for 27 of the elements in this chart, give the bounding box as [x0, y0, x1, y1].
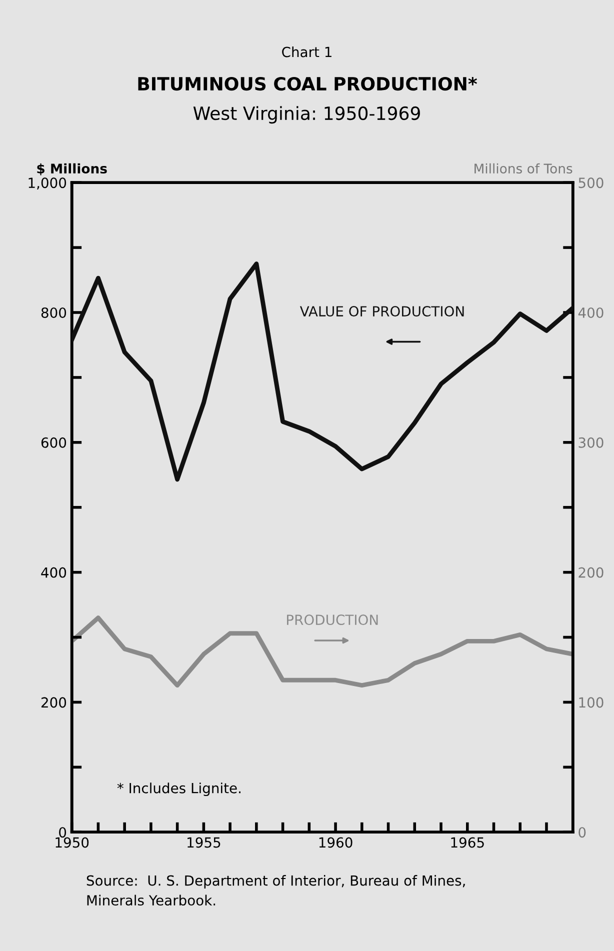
y-tick-label: 800	[41, 307, 66, 318]
chart-title: BITUMINOUS COAL PRODUCTION*	[138, 76, 478, 91]
source-note: Source: U. S. Department of Interior, Bureau of Mines, Minerals Yearbook.	[86, 875, 465, 906]
y2-tick-label: 0	[578, 827, 586, 838]
y-tick-label: 400	[41, 567, 66, 578]
x-tick-label: 1960	[319, 837, 352, 848]
y-tick-label: 1,000	[28, 178, 66, 190]
text: VALUE OF PRODUCTION	[300, 306, 464, 317]
y2-tick-label: 400	[578, 307, 604, 318]
y-tick-label: 200	[41, 697, 66, 708]
x-tick-label: 1965	[451, 837, 484, 848]
y2-tick-label: 500	[578, 178, 604, 188]
chart-subtitle: West Virginia: 1950-1969	[193, 106, 420, 124]
y-tick-label: 0	[59, 827, 66, 838]
x-tick-label: 1950	[56, 837, 89, 848]
y2-tick-label: 200	[578, 567, 604, 578]
y2-axis-title: Millions of Tons	[474, 163, 572, 174]
text: PRODUCTION	[287, 614, 378, 626]
y2-tick-label: 100	[579, 697, 604, 708]
x-tick-label: 1955	[188, 837, 220, 848]
y-axis-title: $ Millions	[37, 163, 107, 176]
y-tick-label: 600	[41, 437, 66, 448]
caption: Chart 1	[282, 46, 332, 58]
line-series	[72, 616, 573, 688]
annotation: * Includes Lignite.	[117, 782, 240, 796]
line-series	[72, 262, 573, 482]
y2-tick-label: 300	[578, 437, 604, 448]
